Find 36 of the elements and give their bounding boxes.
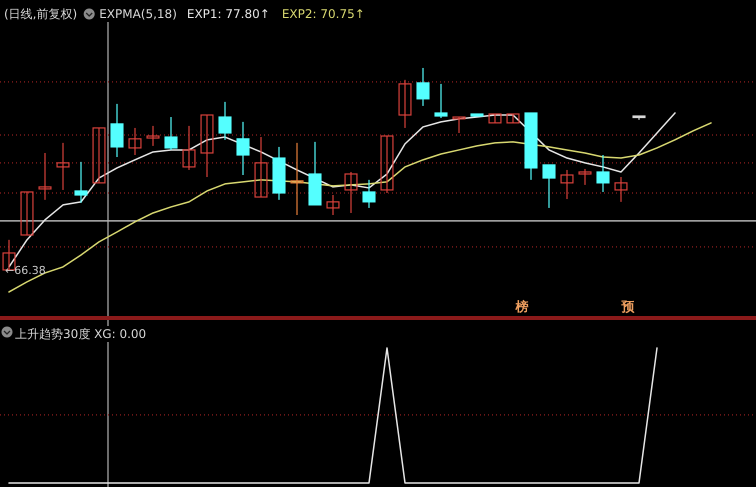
candlestick (92, 127, 106, 184)
candlestick (182, 125, 196, 171)
candlestick (110, 103, 124, 158)
candlestick (20, 191, 34, 236)
text: EXP2: 70.75↑ (282, 7, 365, 21)
annotation: ←66.38 (5, 264, 46, 277)
candlestick (164, 116, 178, 151)
candlestick (596, 154, 610, 193)
chart-subtitle: EXPMA(5,18) (99, 7, 177, 21)
candlestick (614, 176, 628, 202)
text: 榜 (514, 299, 528, 315)
candlestick (434, 83, 448, 119)
candlestick (398, 79, 412, 129)
candlestick (200, 114, 214, 178)
candlestick (362, 179, 376, 209)
candlestick (236, 121, 250, 176)
text: EXP1: 77.80↑ (186, 7, 270, 21)
candlestick (344, 171, 358, 214)
candlestick (452, 116, 466, 134)
candlestick (380, 135, 394, 194)
candlestick (254, 136, 268, 198)
candlestick (56, 142, 70, 191)
candlestick (74, 161, 88, 204)
candlestick (290, 142, 304, 216)
candlestick (326, 194, 340, 216)
candlestick (218, 101, 232, 140)
candlestick (416, 67, 430, 107)
candlestick (38, 152, 52, 200)
candlestick (578, 168, 592, 186)
candlestick (542, 164, 556, 209)
candlestick (146, 125, 160, 147)
candlestick (128, 127, 142, 156)
chart-title: (日线,前复权) (4, 7, 78, 21)
candlestick (560, 169, 574, 200)
text: 预 (620, 300, 636, 315)
chart-title: 上升趋势30度 XG: 0.00 (15, 327, 146, 341)
